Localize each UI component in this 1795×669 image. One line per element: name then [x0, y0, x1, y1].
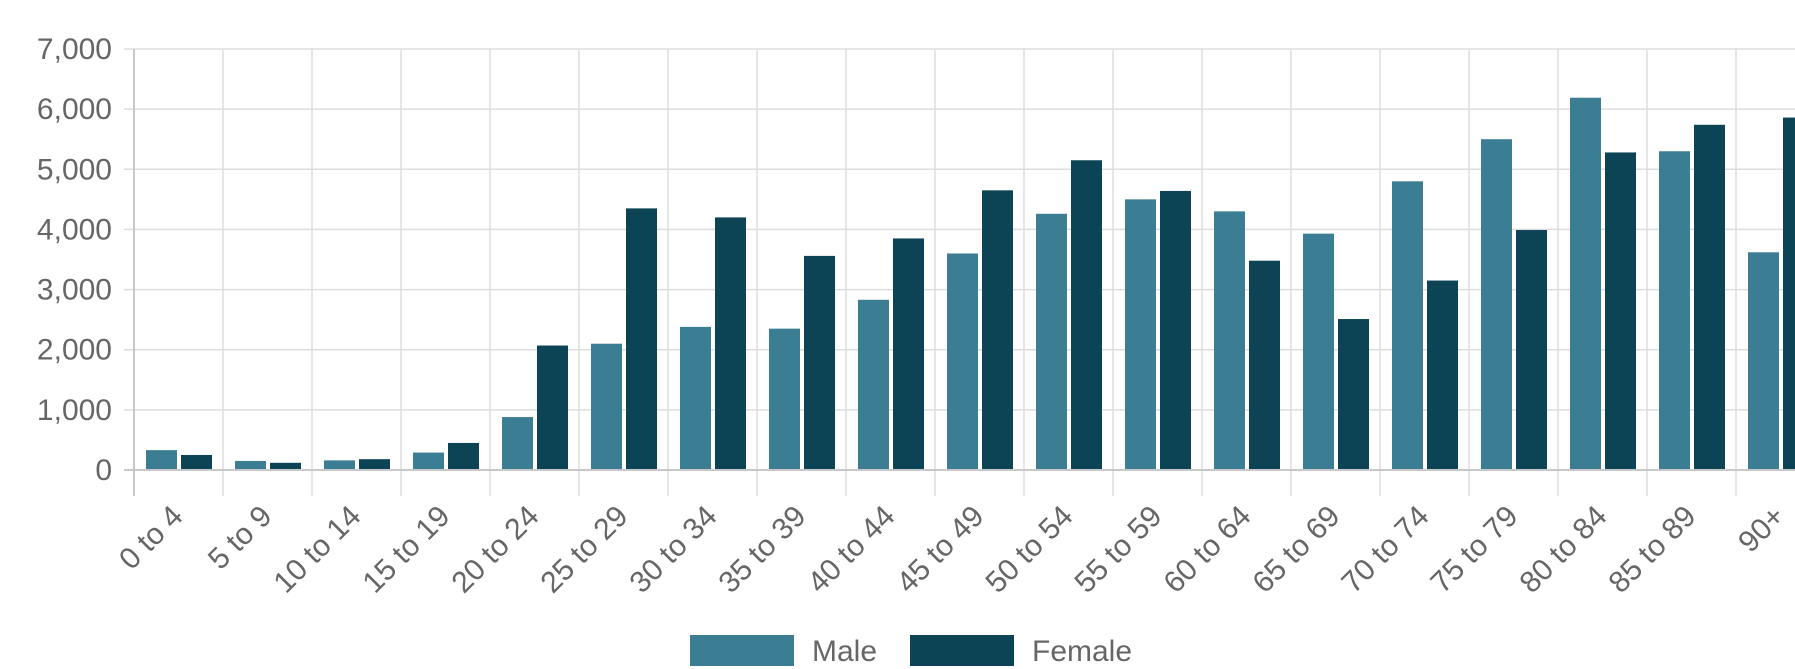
bar-female-4 — [537, 345, 568, 470]
x-tick-label: 65 to 69 — [1246, 500, 1346, 600]
bar-male-0 — [146, 450, 177, 470]
legend-swatch-female — [910, 635, 1014, 666]
x-tick-label: 75 to 79 — [1424, 500, 1524, 600]
bar-female-14 — [1427, 280, 1458, 470]
bar-male-10 — [1036, 213, 1067, 470]
y-tick-label: 3,000 — [37, 274, 112, 307]
bar-female-10 — [1071, 160, 1102, 470]
bar-female-3 — [448, 442, 479, 470]
x-tick-label: 50 to 54 — [979, 500, 1079, 600]
bar-male-18 — [1748, 252, 1779, 470]
y-tick-label: 7,000 — [37, 33, 112, 66]
grid — [124, 48, 1795, 496]
x-tick-label: 80 to 84 — [1513, 500, 1613, 600]
bar-male-13 — [1303, 233, 1334, 470]
legend-swatch-male — [690, 635, 794, 666]
bar-female-15 — [1516, 230, 1547, 470]
y-tick-label: 5,000 — [37, 153, 112, 186]
bar-male-15 — [1481, 139, 1512, 470]
y-tick-label: 6,000 — [37, 93, 112, 126]
x-tick-label: 85 to 89 — [1602, 500, 1702, 600]
x-tick-label: 40 to 44 — [801, 500, 901, 600]
bar-male-5 — [591, 343, 622, 470]
bar-female-13 — [1338, 319, 1369, 470]
legend-label-female: Female — [1032, 635, 1132, 668]
bar-female-9 — [982, 190, 1013, 471]
y-axis: 0 1,000 2,000 3,000 4,000 5,000 6,000 7,000 — [37, 33, 135, 496]
bar-male-9 — [947, 253, 978, 470]
bars — [146, 97, 1795, 471]
bar-female-5 — [626, 208, 657, 470]
bar-male-3 — [413, 452, 444, 470]
x-tick-label: 30 to 34 — [623, 500, 723, 600]
bar-female-16 — [1605, 152, 1636, 470]
bar-male-8 — [858, 299, 889, 470]
bar-male-7 — [769, 328, 800, 470]
y-tick-label: 4,000 — [37, 213, 112, 246]
bar-female-11 — [1160, 190, 1191, 471]
bar-female-18 — [1783, 117, 1795, 470]
bar-male-17 — [1659, 151, 1690, 470]
x-tick-label: 35 to 39 — [712, 500, 812, 600]
bar-female-12 — [1249, 260, 1280, 470]
x-tick-label: 5 to 9 — [202, 500, 278, 576]
x-tick-label: 60 to 64 — [1157, 500, 1257, 600]
x-tick-label: 10 to 14 — [267, 500, 367, 600]
bar-male-4 — [502, 417, 533, 470]
x-tick-label: 0 to 4 — [113, 500, 189, 576]
bar-male-11 — [1125, 199, 1156, 470]
x-tick-label: 20 to 24 — [445, 500, 545, 600]
y-tick-label: 2,000 — [37, 334, 112, 367]
bar-female-0 — [181, 454, 212, 470]
y-tick-label: 0 — [95, 454, 112, 487]
bar-female-17 — [1694, 124, 1725, 470]
x-tick-label: 45 to 49 — [890, 500, 990, 600]
bar-female-8 — [893, 238, 924, 470]
x-tick-label: 70 to 74 — [1335, 500, 1435, 600]
bar-female-1 — [270, 462, 301, 470]
y-tick-label: 1,000 — [37, 394, 112, 427]
bar-male-14 — [1392, 181, 1423, 471]
bar-female-2 — [359, 459, 390, 470]
bar-male-1 — [235, 460, 266, 470]
bar-male-16 — [1570, 97, 1601, 471]
x-tick-label: 25 to 29 — [534, 500, 634, 600]
x-tick-label: 55 to 59 — [1068, 500, 1168, 600]
bar-female-7 — [804, 255, 835, 470]
legend: Male Female — [690, 635, 1132, 668]
bar-male-2 — [324, 460, 355, 470]
bar-male-12 — [1214, 211, 1245, 470]
legend-label-male: Male — [812, 635, 877, 668]
bar-female-6 — [715, 217, 746, 470]
x-tick-label: 90+ — [1732, 500, 1791, 559]
x-tick-label: 15 to 19 — [356, 500, 456, 600]
bar-male-6 — [680, 326, 711, 470]
